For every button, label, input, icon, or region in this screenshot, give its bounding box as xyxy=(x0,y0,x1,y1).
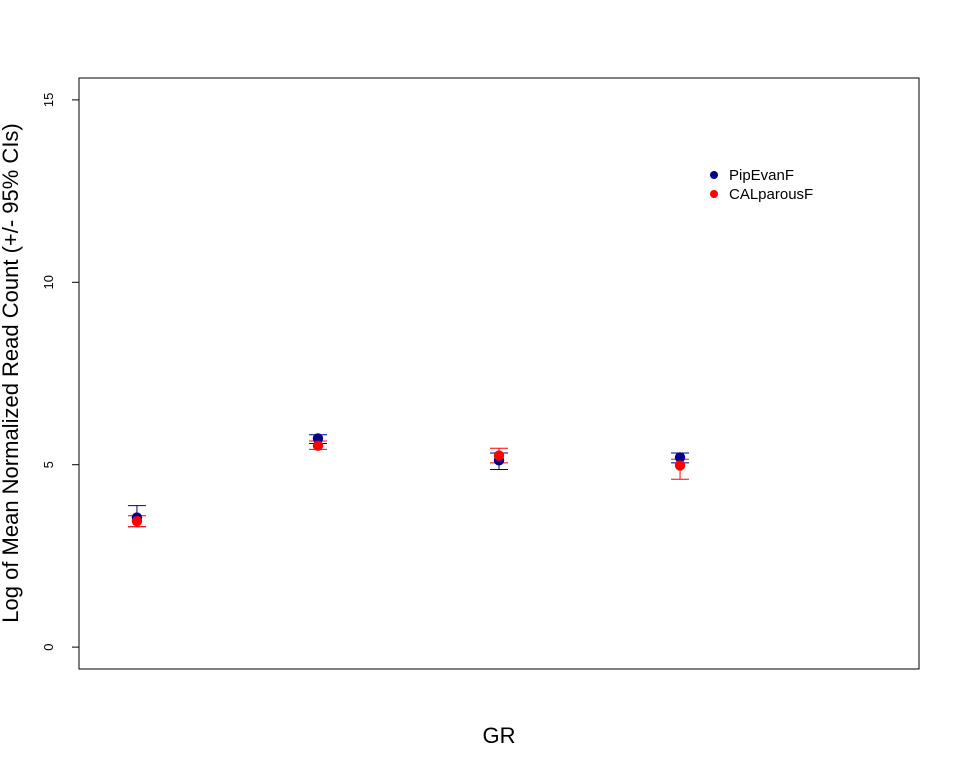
y-tick-label-0: 0 xyxy=(41,643,56,650)
y-tick-label-2: 10 xyxy=(41,275,56,289)
legend-marker-CALparousF xyxy=(710,190,718,198)
series-PipEvanF xyxy=(127,434,690,528)
y-axis-title: Log of Mean Normalized Read Count (+/- 9… xyxy=(0,123,23,623)
x-axis-title: GR xyxy=(483,723,516,748)
point-PipEvanF-3 xyxy=(674,452,686,463)
plot-frame xyxy=(78,77,920,670)
point-CALparousF-0 xyxy=(131,516,143,527)
point-CALparousF-3 xyxy=(674,460,686,471)
legend-label-PipEvanF: PipEvanF xyxy=(729,167,794,184)
legend-label-CALparousF: CALparousF xyxy=(729,186,813,203)
point-PipEvanF-1 xyxy=(312,433,324,444)
points-PipEvanF xyxy=(131,433,686,523)
y-tick-label-3: 15 xyxy=(41,93,56,107)
legend-marker-PipEvanF xyxy=(710,171,718,179)
point-CALparousF-1 xyxy=(312,440,324,451)
y-axis: 0 5 10 15 xyxy=(41,93,79,651)
legend: PipEvanF CALparousF xyxy=(710,167,813,203)
points-CALparousF xyxy=(131,440,686,527)
point-CALparousF-2 xyxy=(493,450,505,461)
series-CALparousF xyxy=(127,440,690,528)
series-layer xyxy=(127,433,690,528)
y-tick-label-1: 5 xyxy=(41,461,56,468)
